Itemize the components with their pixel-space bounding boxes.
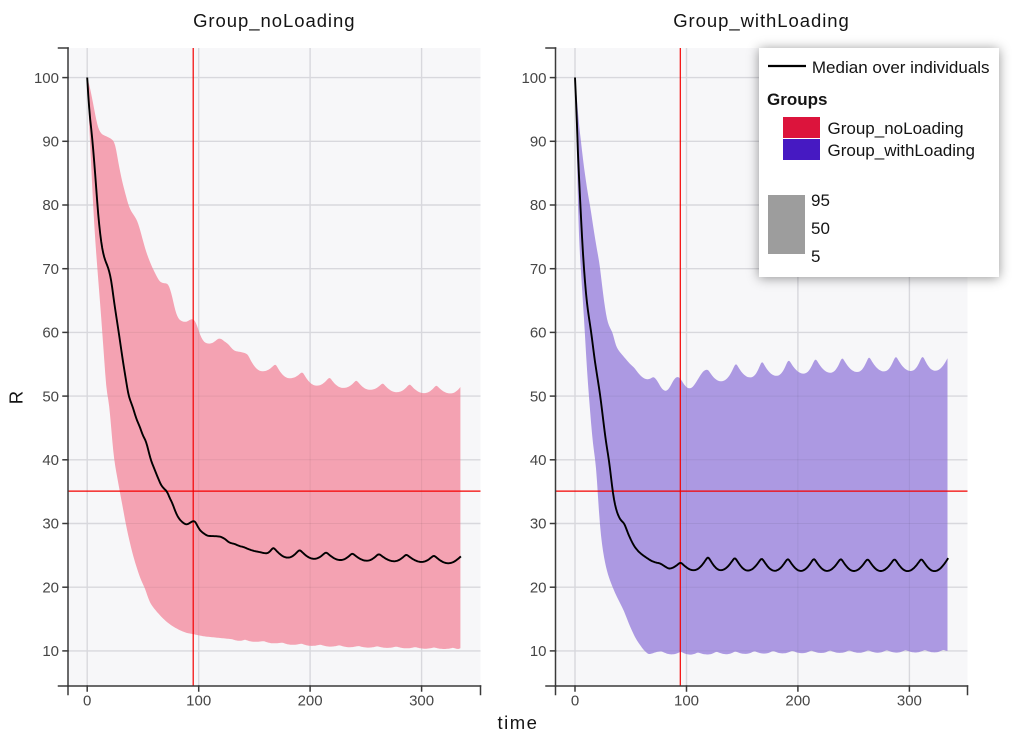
svg-text:200: 200 — [298, 693, 323, 710]
svg-text:0: 0 — [571, 693, 579, 710]
svg-text:10: 10 — [42, 643, 59, 660]
svg-text:100: 100 — [186, 693, 211, 710]
svg-text:20: 20 — [42, 579, 59, 596]
svg-text:40: 40 — [42, 452, 59, 469]
svg-text:300: 300 — [897, 693, 922, 710]
svg-text:Group_withLoading: Group_withLoading — [673, 10, 850, 32]
svg-text:0: 0 — [83, 693, 91, 710]
svg-text:70: 70 — [42, 261, 59, 278]
svg-text:80: 80 — [530, 197, 547, 214]
svg-text:50: 50 — [42, 388, 59, 405]
svg-text:100: 100 — [521, 70, 546, 87]
svg-text:100: 100 — [674, 693, 699, 710]
svg-text:70: 70 — [530, 261, 547, 278]
svg-text:R: R — [6, 391, 27, 404]
svg-text:90: 90 — [42, 134, 59, 151]
svg-text:300: 300 — [409, 693, 434, 710]
svg-text:200: 200 — [785, 693, 810, 710]
svg-text:40: 40 — [530, 452, 547, 469]
svg-text:60: 60 — [530, 325, 547, 342]
svg-text:60: 60 — [42, 325, 59, 342]
svg-text:10: 10 — [530, 643, 547, 660]
svg-text:50: 50 — [530, 388, 547, 405]
svg-text:80: 80 — [42, 197, 59, 214]
svg-text:90: 90 — [530, 134, 547, 151]
svg-text:30: 30 — [42, 516, 59, 533]
svg-text:30: 30 — [530, 516, 547, 533]
svg-text:time: time — [498, 712, 539, 733]
svg-text:100: 100 — [34, 70, 59, 87]
svg-text:20: 20 — [530, 579, 547, 596]
svg-text:Group_noLoading: Group_noLoading — [193, 10, 355, 32]
